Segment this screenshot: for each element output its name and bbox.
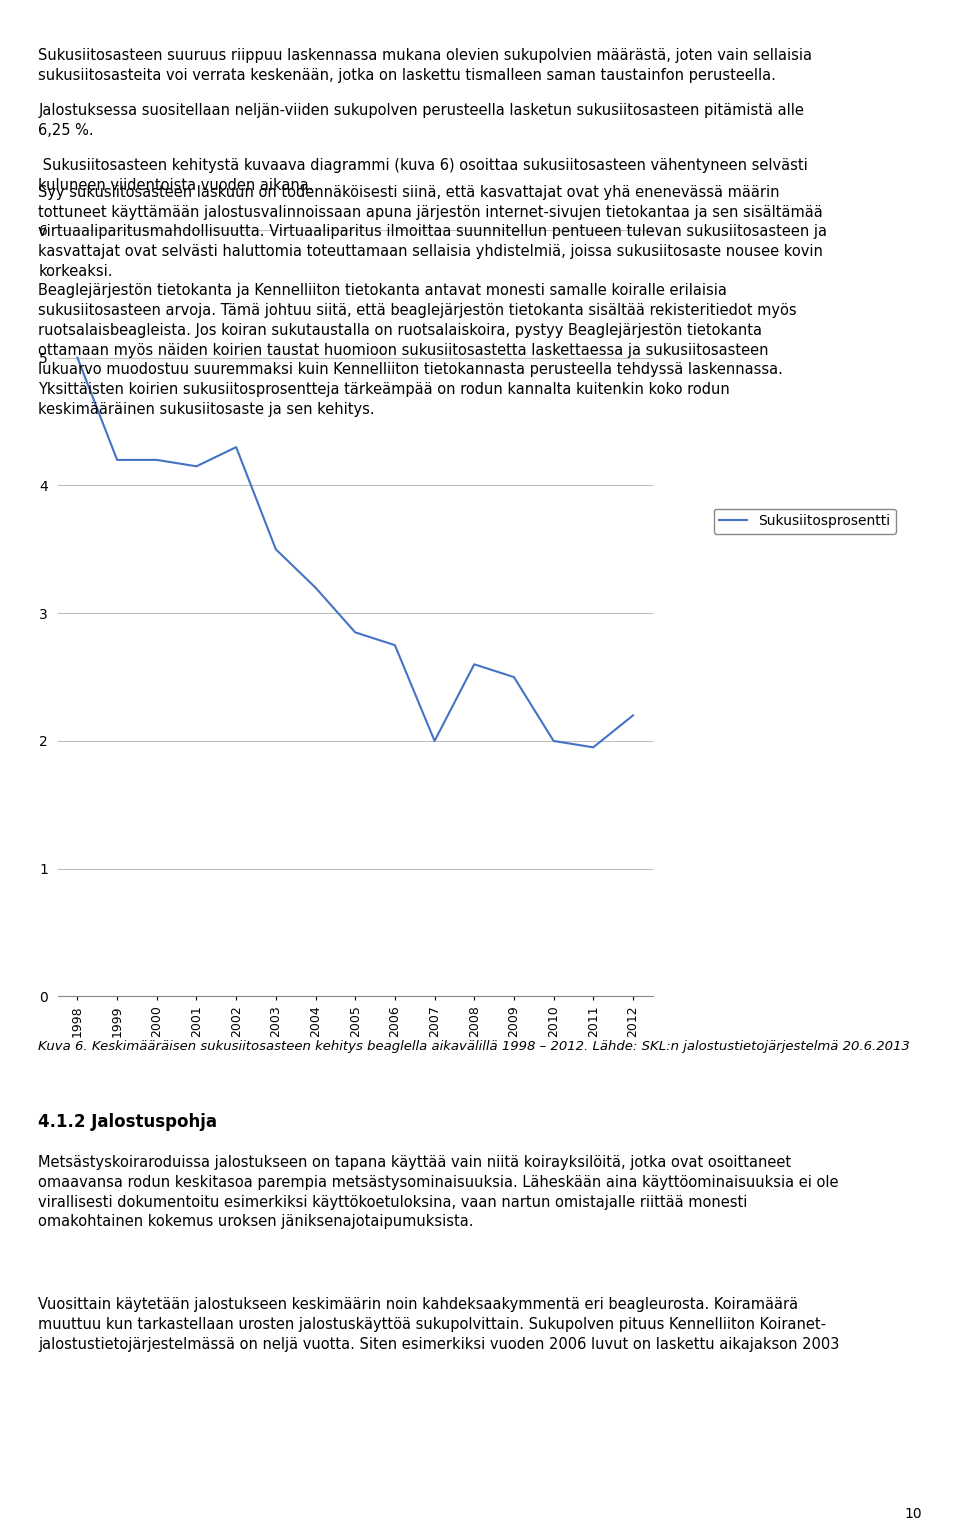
Text: Sukusiitosasteen suuruus riippuu laskennassa mukana olevien sukupolvien määrästä: Sukusiitosasteen suuruus riippuu laskenn… (38, 48, 812, 83)
Text: Sukusiitosasteen kehitystä kuvaava diagrammi (kuva 6) osoittaa sukusiitosasteen : Sukusiitosasteen kehitystä kuvaava diagr… (38, 158, 808, 193)
Sukusiitosprosentti (72, 348, 84, 366)
Sukusiitosprosentti (389, 636, 400, 655)
Sukusiitosprosentti (548, 731, 560, 750)
Text: Jalostuksessa suositellaan neljän-viiden sukupolven perusteella lasketun sukusii: Jalostuksessa suositellaan neljän-viiden… (38, 103, 804, 138)
Sukusiitosprosentti (230, 438, 242, 457)
Line: Sukusiitosprosentti: Sukusiitosprosentti (78, 357, 633, 748)
Sukusiitosprosentti (151, 451, 162, 469)
Sukusiitosprosentti (508, 668, 519, 687)
Legend: Sukusiitosprosentti: Sukusiitosprosentti (713, 509, 896, 533)
Text: 4.1.2 Jalostuspohja: 4.1.2 Jalostuspohja (38, 1113, 217, 1131)
Sukusiitosprosentti (588, 739, 599, 757)
Sukusiitosprosentti (429, 731, 441, 750)
Text: Beaglejärjestön tietokanta ja Kennelliiton tietokanta antavat monesti samalle ko: Beaglejärjestön tietokanta ja Kennelliit… (38, 284, 797, 417)
Text: Metsästyskoiraroduissa jalostukseen on tapana käyttää vain niitä koirayksilöitä,: Metsästyskoiraroduissa jalostukseen on t… (38, 1154, 839, 1229)
Sukusiitosprosentti (310, 578, 322, 596)
Sukusiitosprosentti (349, 622, 361, 641)
Text: 10: 10 (904, 1507, 922, 1521)
Text: Kuva 6. Keskimääräisen sukusiitosasteen kehitys beaglella aikavälillä 1998 – 201: Kuva 6. Keskimääräisen sukusiitosasteen … (38, 1039, 910, 1053)
Sukusiitosprosentti (627, 707, 638, 725)
Sukusiitosprosentti (270, 540, 281, 558)
Sukusiitosprosentti (111, 451, 123, 469)
Text: Syy sukusiitosasteen laskuun on todennäköisesti siinä, että kasvattajat ovat yhä: Syy sukusiitosasteen laskuun on todennäk… (38, 185, 828, 279)
Sukusiitosprosentti (191, 457, 203, 475)
Text: Vuosittain käytetään jalostukseen keskimäärin noin kahdeksaakymmentä eri beagleu: Vuosittain käytetään jalostukseen keskim… (38, 1297, 840, 1352)
Sukusiitosprosentti (468, 655, 480, 673)
